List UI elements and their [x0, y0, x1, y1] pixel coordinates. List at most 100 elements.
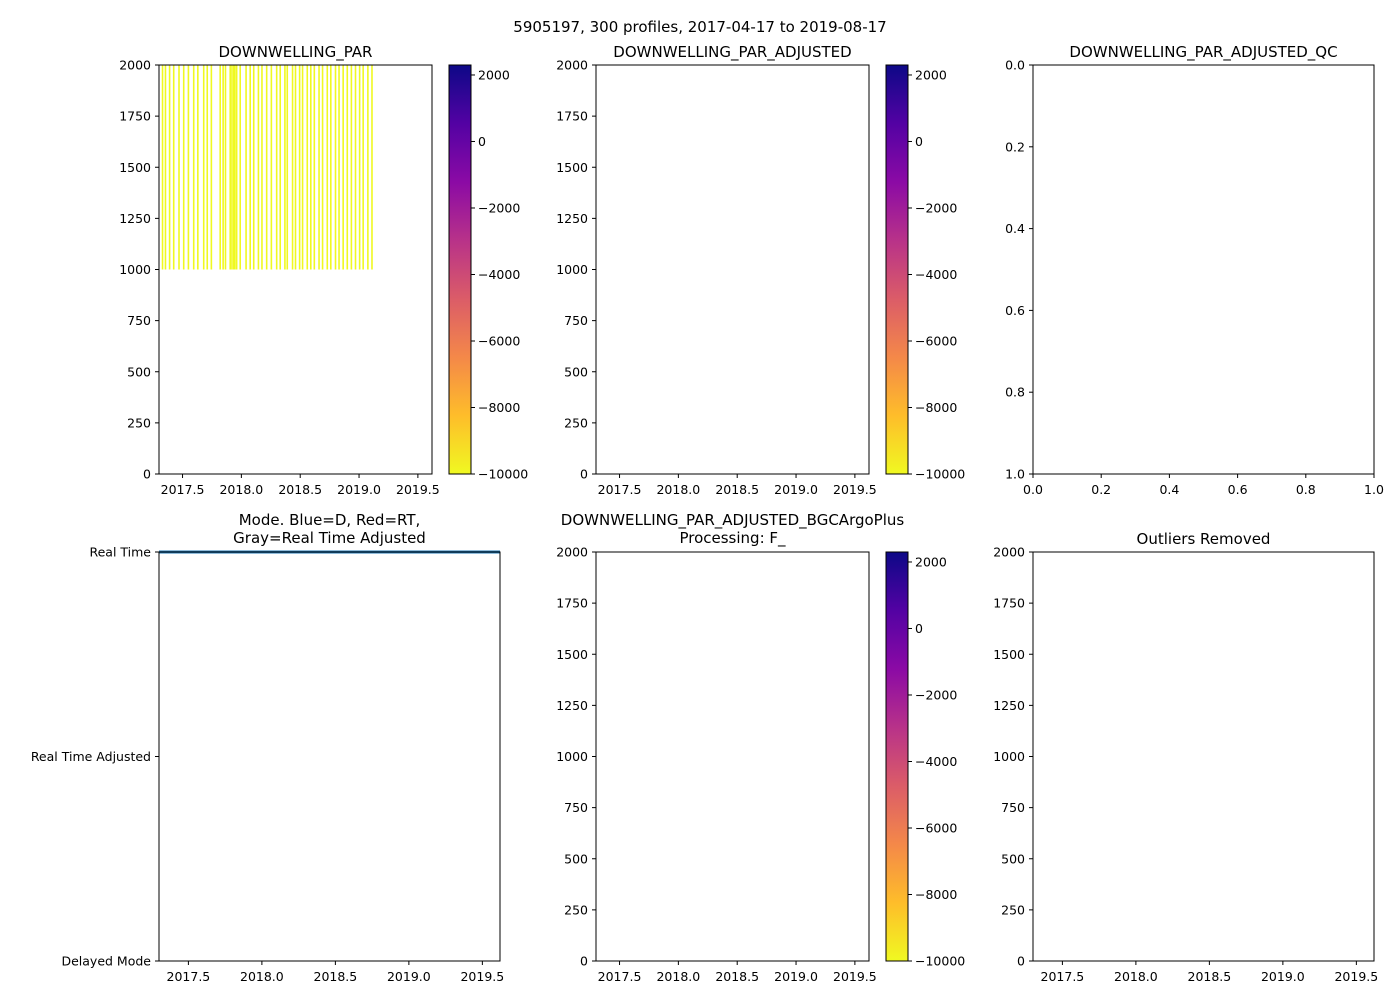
x-tick-label: 2019.0 — [387, 969, 431, 984]
x-tick-label: 2019.0 — [1261, 969, 1305, 984]
y-tick-label: 1250 — [993, 698, 1025, 713]
plot-area — [1033, 552, 1374, 961]
y-tick-label: 1250 — [119, 211, 151, 226]
panel-title: Processing: F_ — [679, 529, 786, 548]
y-tick-label: 1000 — [119, 262, 151, 277]
y-tick-label: 1750 — [556, 109, 588, 124]
y-tick-label: 1000 — [556, 262, 588, 277]
colorbar-tick-label: 2000 — [915, 554, 947, 569]
x-tick-label: 2017.5 — [1041, 969, 1085, 984]
y-tick-label: 1000 — [556, 749, 588, 764]
panel-mode: 2017.5 2018.0 2018.5 2019.0 2019.5 Real Time R… — [31, 511, 504, 984]
panel-title: DOWNWELLING_PAR_ADJUSTED_QC — [1069, 43, 1337, 62]
x-tick-label: 2019.0 — [774, 482, 818, 497]
plot-area — [596, 552, 869, 961]
x-tick-label: 2018.5 — [715, 969, 759, 984]
figure-suptitle: 5905197, 300 profiles, 2017-04-17 to 201… — [513, 18, 886, 36]
x-tick-label: 2018.0 — [240, 969, 284, 984]
x-tick-label: 2019.5 — [833, 482, 877, 497]
y-tick-label: 750 — [1001, 800, 1025, 815]
x-tick-label: 2017.5 — [167, 969, 211, 984]
x-tick-label: 2019.5 — [396, 482, 440, 497]
x-tick-label: 2017.5 — [598, 482, 642, 497]
panel-title: DOWNWELLING_PAR_ADJUSTED — [613, 43, 851, 62]
y-tick-label: 250 — [564, 415, 588, 430]
panel-outliers: 2017.5 2018.0 2018.5 2019.0 2019.5 0 250 500 750… — [993, 530, 1378, 984]
colorbar-tick-label: 2000 — [915, 67, 947, 82]
x-tick-label: 1.0 — [1364, 482, 1384, 497]
plot-area — [1033, 65, 1374, 474]
y-category-label: Delayed Mode — [61, 954, 151, 969]
y-tick-label: 0 — [580, 954, 588, 969]
y-tick-label: 1500 — [556, 160, 588, 175]
y-tick-label: 2000 — [556, 58, 588, 73]
colorbar — [449, 65, 471, 474]
x-tick-label: 2018.0 — [1114, 969, 1158, 984]
x-tick-label: 2018.0 — [219, 482, 263, 497]
colorbar-tick-label: 0 — [915, 134, 923, 149]
y-tick-label: 1250 — [556, 698, 588, 713]
colorbar-frame — [885, 551, 909, 962]
panel-title: Gray=Real Time Adjusted — [233, 529, 426, 547]
colorbar-tick-label: −2000 — [915, 687, 957, 702]
colorbar-tick-label: 0 — [478, 134, 486, 149]
y-tick-label: 0.8 — [1005, 385, 1025, 400]
y-category-label: Real Time — [89, 545, 151, 560]
panel-title: Outliers Removed — [1137, 530, 1271, 548]
x-tick-label: 2017.5 — [598, 969, 642, 984]
colorbar-tick-label: −6000 — [915, 820, 957, 835]
x-tick-label: 2019.0 — [337, 482, 381, 497]
y-tick-label: 2000 — [119, 58, 151, 73]
colorbar-tick-label: −10000 — [915, 954, 965, 969]
y-tick-label: 1250 — [556, 211, 588, 226]
colorbar-tick-label: −8000 — [478, 400, 520, 415]
colorbar-frame — [885, 64, 909, 475]
y-tick-label: 1750 — [556, 596, 588, 611]
colorbar-tick-label: −6000 — [478, 333, 520, 348]
y-tick-label: 0.4 — [1005, 221, 1025, 236]
y-tick-label: 2000 — [993, 545, 1025, 560]
subplot-grid: 2017.5 2018.0 2018.5 2019.0 2019.5 0 250 500 750… — [31, 43, 1384, 984]
axes-frame — [1032, 64, 1375, 475]
colorbar-tick-label: −4000 — [478, 267, 520, 282]
y-tick-label: 250 — [1001, 902, 1025, 917]
colorbar-frame — [448, 64, 472, 475]
y-tick-label: 0.2 — [1005, 139, 1025, 154]
y-tick-label: 250 — [564, 902, 588, 917]
y-tick-label: 1.0 — [1005, 467, 1025, 482]
colorbar-tick-label: −8000 — [915, 887, 957, 902]
colorbar — [886, 552, 908, 961]
colorbar — [886, 65, 908, 474]
y-tick-label: 1000 — [993, 749, 1025, 764]
y-tick-label: 1750 — [993, 596, 1025, 611]
colorbar-tick-label: 0 — [915, 621, 923, 636]
panel-title: Mode. Blue=D, Red=RT, — [239, 511, 421, 529]
colorbar-tick-label: −6000 — [915, 333, 957, 348]
y-tick-label: 500 — [564, 851, 588, 866]
x-tick-label: 0.4 — [1159, 482, 1179, 497]
y-category-label: Real Time Adjusted — [31, 749, 151, 764]
y-tick-label: 0.0 — [1005, 58, 1025, 73]
panel-title: DOWNWELLING_PAR_ADJUSTED_BGCArgoPlus — [561, 511, 905, 530]
y-tick-label: 750 — [127, 313, 151, 328]
y-tick-label: 750 — [564, 800, 588, 815]
colorbar-tick-label: −4000 — [915, 754, 957, 769]
colorbar-tick-label: −4000 — [915, 267, 957, 282]
panel-title: DOWNWELLING_PAR — [219, 43, 373, 62]
x-tick-label: 2018.0 — [656, 969, 700, 984]
x-tick-label: 2018.5 — [314, 969, 358, 984]
colorbar-tick-label: −10000 — [915, 467, 965, 482]
y-tick-label: 750 — [564, 313, 588, 328]
y-tick-label: 0 — [580, 467, 588, 482]
colorbar-tick-label: −2000 — [915, 200, 957, 215]
colorbar-tick-label: −2000 — [478, 200, 520, 215]
x-tick-label: 2018.5 — [715, 482, 759, 497]
x-tick-label: 0.6 — [1228, 482, 1248, 497]
x-tick-label: 2018.5 — [278, 482, 322, 497]
plot-area — [159, 552, 500, 961]
x-tick-label: 2019.0 — [774, 969, 818, 984]
y-tick-label: 250 — [127, 415, 151, 430]
x-tick-label: 2019.5 — [1334, 969, 1378, 984]
y-tick-label: 500 — [1001, 851, 1025, 866]
